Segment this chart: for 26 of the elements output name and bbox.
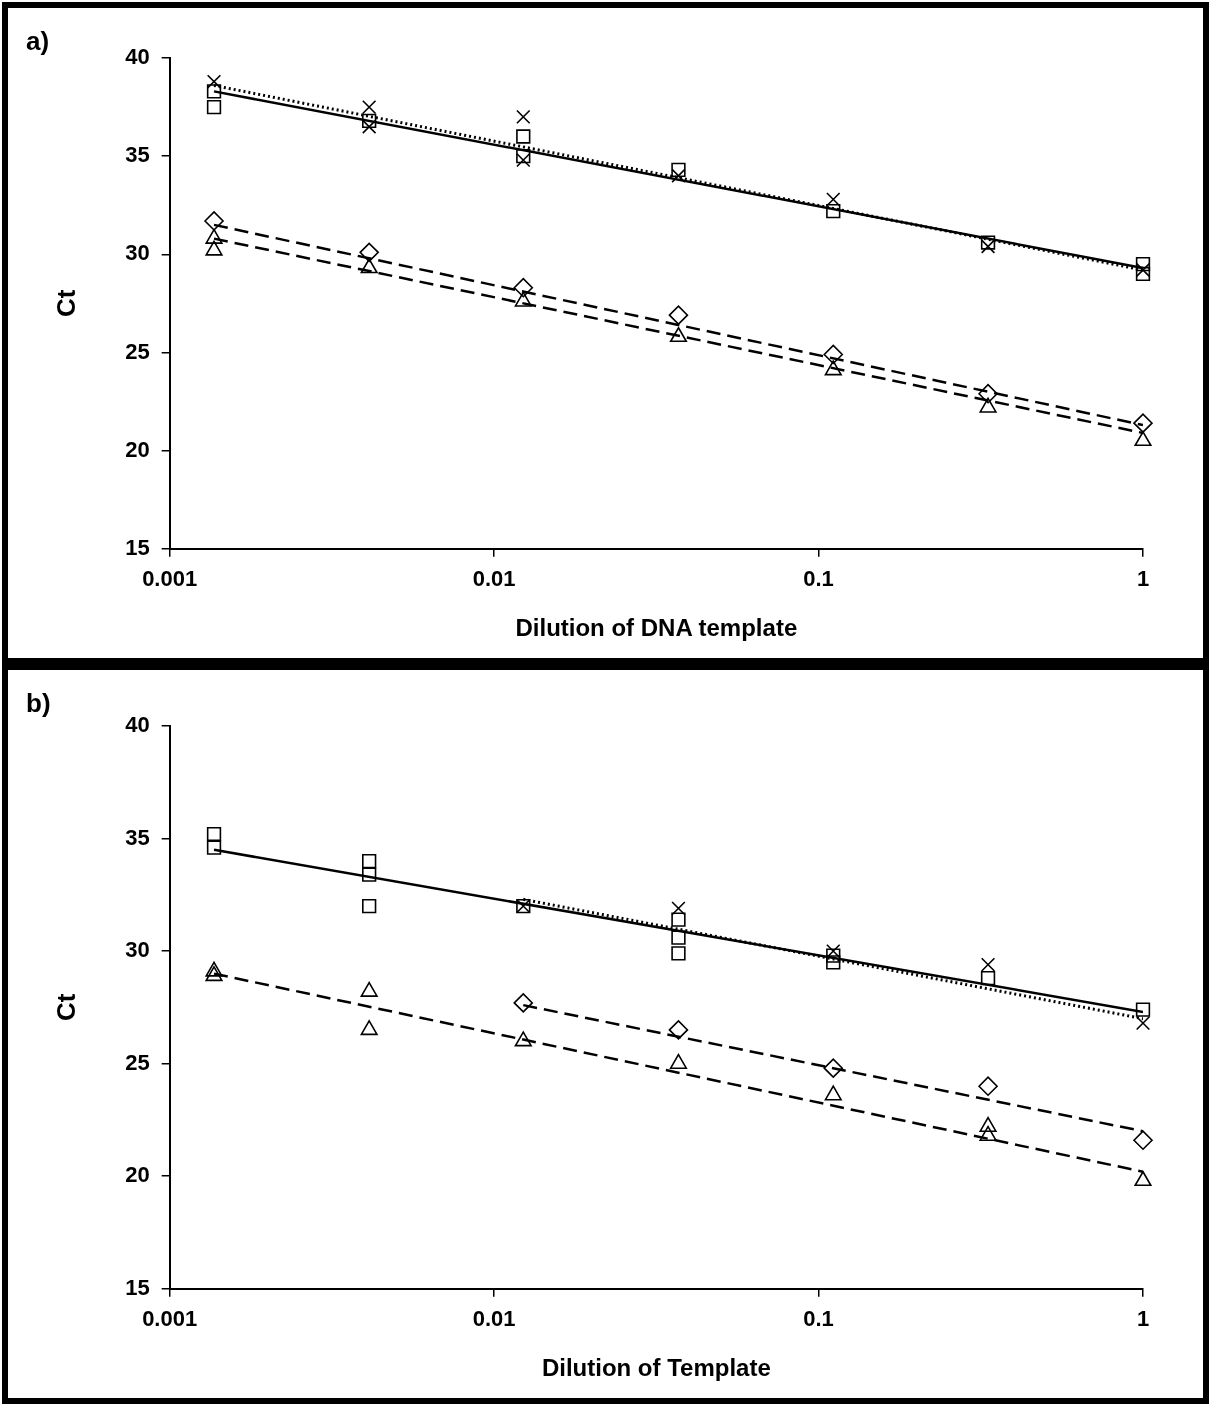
text: b) (26, 688, 51, 719)
text: a) (26, 26, 50, 57)
x-tick-label: 0.1 (803, 1306, 834, 1332)
y-tick-label: 40 (125, 712, 150, 738)
x-tick-label: 0.01 (472, 1306, 516, 1332)
y-tick-label: 30 (125, 240, 150, 266)
y-tick-label: 40 (125, 44, 150, 70)
y-axis-title: Ct (50, 993, 81, 1022)
x-tick-label: 0.1 (803, 566, 834, 592)
x-tick-label: 1 (1136, 566, 1150, 592)
x-tick-label: 0.001 (142, 566, 198, 592)
y-tick-label: 35 (125, 824, 150, 850)
y-tick-label: 30 (125, 937, 150, 963)
x-tick-label: 0.01 (472, 566, 516, 592)
y-tick-label: 20 (125, 436, 150, 462)
y-tick-label: 15 (125, 1274, 150, 1300)
y-tick-label: 35 (125, 142, 150, 168)
x-tick-label: 1 (1136, 1306, 1150, 1332)
y-tick-label: 25 (125, 1049, 150, 1075)
y-tick-label: 15 (125, 534, 150, 560)
y-tick-label: 25 (125, 338, 150, 364)
y-axis-title: Ct (50, 289, 81, 318)
x-tick-label: 0.001 (142, 1306, 198, 1332)
y-tick-label: 20 (125, 1162, 150, 1188)
x-axis-title: Dilution of Template (541, 1354, 771, 1382)
x-axis-title: Dilution of DNA template (515, 614, 798, 642)
